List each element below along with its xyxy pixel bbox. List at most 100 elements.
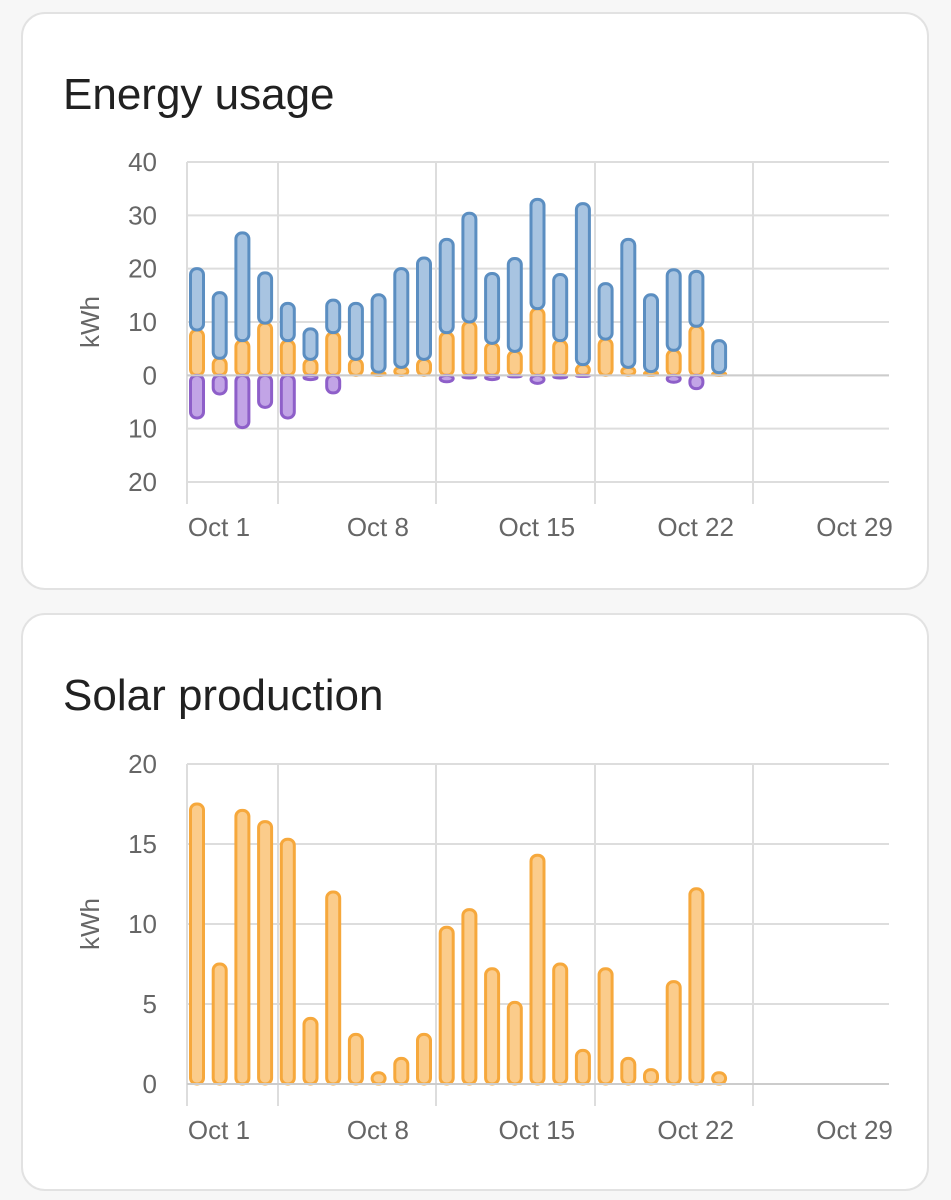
bar-solar-consumed [506, 349, 523, 377]
y-tick-label: 5 [143, 989, 157, 1019]
bar-solar-consumed [234, 339, 251, 377]
y-tick-label: 30 [128, 200, 157, 230]
bar-solar-production [484, 967, 501, 1086]
bar-solar-production [574, 1048, 591, 1086]
bar-grid-consumption [370, 293, 387, 374]
y-axis-title: kWh [75, 296, 105, 348]
bar-returned-to-grid [688, 373, 705, 391]
bar-solar-production [643, 1068, 659, 1086]
bar-grid-consumption [552, 273, 569, 343]
x-tick-label: Oct 15 [499, 512, 576, 542]
x-tick-label: Oct 8 [347, 1115, 409, 1145]
bar-solar-production [279, 837, 296, 1086]
energy-usage-chart: 40 30 20 10 0 10 20 Oct 1 Oct 8 Oct 15 Oct 22 Oct 2… [75, 147, 893, 542]
bar-solar-production [506, 1000, 523, 1086]
bar-solar-production [529, 853, 546, 1086]
bar-solar-consumed [484, 341, 501, 377]
bar-grid-consumption [416, 256, 432, 361]
y-tick-label: 20 [128, 467, 157, 497]
bar-solar-consumed [416, 357, 432, 377]
bar-solar-consumed [438, 331, 455, 377]
bar-solar-production [370, 1071, 387, 1086]
bar-grid-consumption [574, 202, 591, 367]
bar-grid-consumption [484, 271, 501, 345]
y-tick-label: 10 [128, 307, 157, 337]
bar-solar-production [416, 1032, 432, 1086]
bar-grid-consumption [643, 293, 659, 374]
y-tick-label: 20 [128, 749, 157, 779]
x-tick-label: Oct 29 [816, 1115, 893, 1145]
bar-solar-production [711, 1071, 728, 1086]
bar-solar-production [347, 1032, 364, 1086]
bar-grid-consumption [461, 211, 478, 324]
bar-solar-production [665, 980, 682, 1086]
y-tick-label: 0 [143, 1069, 157, 1099]
energy-usage-title: Energy usage [63, 70, 335, 119]
bar-solar-production [438, 925, 455, 1086]
bar-grid-consumption [529, 197, 546, 311]
bar-grid-consumption [257, 271, 274, 325]
bar-solar-production [302, 1016, 319, 1086]
solar-production-card: Solar production 20 15 10 5 0 Oct 1 Oct 8 Oct 1… [21, 613, 929, 1191]
bar-grid-consumption [393, 267, 410, 369]
bar-solar-consumed [347, 357, 364, 377]
y-tick-label: 20 [128, 254, 157, 284]
bar-returned-to-grid [257, 373, 274, 409]
bar-grid-consumption [347, 301, 364, 361]
bar-returned-to-grid [234, 373, 251, 430]
bar-returned-to-grid [529, 373, 546, 385]
bar-returned-to-grid [665, 373, 682, 384]
bar-solar-production [552, 962, 569, 1086]
bar-solar-consumed [552, 339, 569, 377]
bar-grid-consumption [506, 257, 523, 353]
bar-grid-consumption [279, 301, 296, 343]
bar-returned-to-grid [325, 373, 342, 395]
bar-grid-consumption [597, 282, 614, 341]
bar-solar-production [461, 908, 478, 1086]
bar-solar-consumed [665, 348, 682, 377]
bar-solar-production [620, 1056, 637, 1086]
x-tick-label: Oct 29 [816, 512, 893, 542]
solar-production-title: Solar production [63, 671, 384, 720]
bar-solar-consumed [279, 339, 296, 377]
solar-production-chart: 20 15 10 5 0 Oct 1 Oct 8 Oct 15 Oct 22 Oct 29 kWh [75, 749, 893, 1145]
bar-solar-consumed [574, 363, 591, 377]
bar-grid-consumption [665, 268, 682, 352]
x-tick-label: Oct 22 [657, 512, 734, 542]
bar-solar-consumed [597, 337, 614, 377]
bar-grid-consumption [688, 269, 705, 328]
y-axis-title: kWh [75, 898, 105, 950]
y-tick-label: 10 [128, 414, 157, 444]
bar-grid-consumption [438, 237, 455, 335]
bar-solar-production [688, 887, 705, 1086]
bar-solar-consumed [189, 328, 205, 377]
bar-returned-to-grid [211, 373, 228, 396]
bar-grid-consumption [189, 267, 205, 332]
bar-returned-to-grid [189, 373, 205, 420]
bar-solar-production [393, 1056, 410, 1086]
y-tick-label: 15 [128, 829, 157, 859]
bar-solar-consumed [302, 357, 319, 377]
bar-solar-production [234, 808, 251, 1086]
bar-solar-consumed [257, 321, 274, 377]
bar-solar-production [211, 962, 228, 1086]
bar-solar-consumed [529, 307, 546, 377]
bar-grid-consumption [620, 237, 637, 369]
y-tick-label: 0 [143, 360, 157, 390]
bar-solar-consumed [688, 324, 705, 377]
bar-grid-consumption [211, 291, 228, 360]
y-tick-label: 10 [128, 909, 157, 939]
bar-solar-consumed [325, 331, 342, 377]
y-tick-label: 40 [128, 147, 157, 177]
bar-solar-consumed [461, 320, 478, 377]
bar-grid-consumption [302, 327, 319, 361]
bar-solar-consumed [211, 356, 228, 377]
bar-solar-production [189, 802, 205, 1086]
bar-grid-consumption [234, 231, 251, 343]
bar-grid-consumption [325, 298, 342, 335]
bar-solar-production [597, 967, 614, 1086]
bar-grid-consumption [711, 339, 728, 375]
bar-returned-to-grid [279, 373, 296, 420]
energy-usage-card: Energy usage 40 30 20 10 0 10 20 Oct 1 Oct 8 Oct … [21, 12, 929, 590]
x-tick-label: Oct 8 [347, 512, 409, 542]
